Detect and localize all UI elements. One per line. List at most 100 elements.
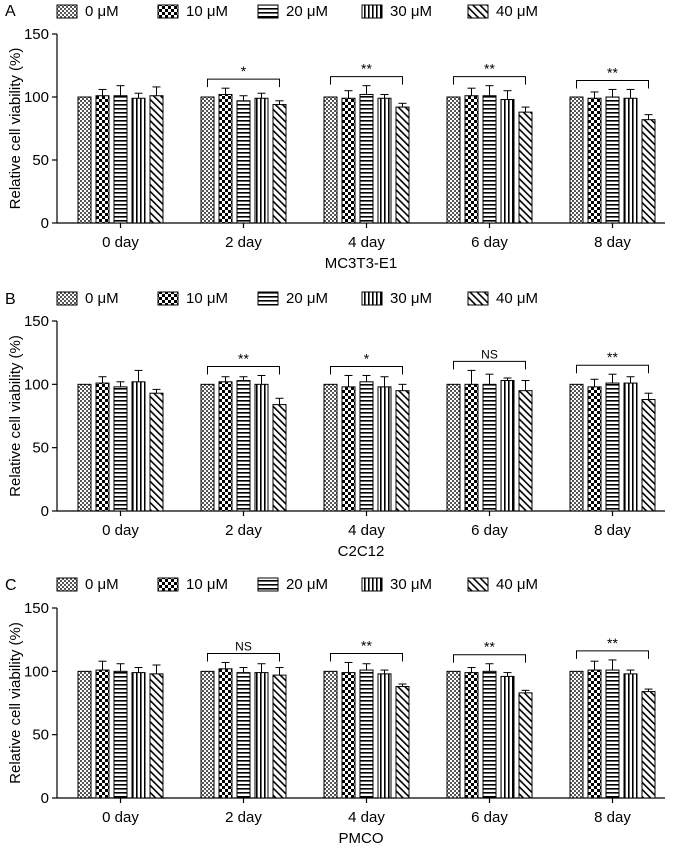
bar bbox=[218, 668, 233, 799]
bar bbox=[500, 675, 515, 799]
legend-swatch bbox=[257, 291, 279, 306]
significance-label: NS bbox=[235, 639, 252, 653]
bar bbox=[464, 95, 479, 224]
x-tick-label: 4 day bbox=[348, 809, 385, 826]
legend-label: 20 μM bbox=[286, 290, 328, 307]
bar bbox=[113, 670, 128, 799]
bar bbox=[623, 382, 638, 512]
significance-bracket bbox=[576, 650, 649, 659]
y-tick-label: 100 bbox=[24, 89, 49, 106]
bar bbox=[149, 392, 164, 512]
bar bbox=[377, 97, 392, 224]
bar bbox=[623, 97, 638, 224]
bar bbox=[218, 381, 233, 512]
bar bbox=[359, 93, 374, 224]
bar bbox=[569, 383, 584, 512]
chart-panel-b: B 0 μM 10 μM 20 μM 30 μM 40 μM 0 50 100 150Relati… bbox=[5, 290, 665, 560]
bar bbox=[605, 669, 620, 799]
bar bbox=[341, 672, 356, 799]
significance-bracket bbox=[330, 652, 403, 662]
bar bbox=[77, 383, 92, 512]
significance-label: ** bbox=[238, 350, 249, 366]
x-tick-label: 0 day bbox=[102, 809, 139, 826]
y-tick-label: 150 bbox=[24, 313, 49, 330]
significance-bracket bbox=[453, 76, 526, 85]
x-axis-label: C2C12 bbox=[338, 543, 385, 560]
x-tick-label: 8 day bbox=[594, 522, 631, 539]
bar bbox=[254, 672, 269, 799]
legend-swatch bbox=[467, 291, 489, 306]
y-tick-label: 50 bbox=[32, 440, 49, 457]
y-axis-label: Relative cell viability (%) bbox=[7, 48, 24, 210]
bar bbox=[518, 111, 533, 224]
significance-label: ** bbox=[607, 64, 618, 80]
legend-swatch bbox=[467, 4, 489, 19]
bar bbox=[446, 670, 461, 799]
legend-label: 40 μM bbox=[496, 3, 538, 20]
x-tick-label: 4 day bbox=[348, 522, 385, 539]
bar bbox=[518, 692, 533, 799]
y-axis-label: Relative cell viability (%) bbox=[7, 622, 24, 784]
bar bbox=[200, 670, 215, 799]
bar bbox=[500, 99, 515, 224]
bar bbox=[77, 670, 92, 799]
bar bbox=[605, 96, 620, 224]
bar bbox=[395, 686, 410, 799]
bar bbox=[272, 404, 287, 512]
x-tick-label: 0 day bbox=[102, 522, 139, 539]
legend-swatch bbox=[56, 4, 78, 19]
legend-label: 30 μM bbox=[390, 3, 432, 20]
bar bbox=[200, 383, 215, 512]
bar bbox=[587, 669, 602, 799]
bar bbox=[236, 100, 251, 224]
y-tick-label: 100 bbox=[24, 376, 49, 393]
x-tick-label: 2 day bbox=[225, 234, 262, 251]
bar bbox=[254, 97, 269, 224]
x-axis-label: MC3T3-E1 bbox=[325, 255, 398, 272]
legend-swatch bbox=[361, 577, 383, 592]
significance-bracket bbox=[576, 364, 649, 374]
bar bbox=[200, 96, 215, 224]
y-tick-label: 50 bbox=[32, 152, 49, 169]
y-tick-label: 0 bbox=[41, 790, 49, 807]
significance-label: * bbox=[364, 350, 370, 366]
significance-label: ** bbox=[361, 637, 372, 653]
bar bbox=[605, 382, 620, 512]
legend-label: 10 μM bbox=[186, 3, 228, 20]
panel-label: A bbox=[5, 3, 16, 20]
bar bbox=[641, 691, 656, 799]
panel-label: B bbox=[5, 291, 16, 308]
bar bbox=[377, 386, 392, 512]
significance-label: ** bbox=[607, 349, 618, 365]
legend-label: 20 μM bbox=[286, 576, 328, 593]
bar bbox=[77, 96, 92, 224]
chart-panel-a: A 0 μM 10 μM 20 μM 30 μM 40 μM 0 50 100 150Relati… bbox=[5, 3, 665, 272]
bar bbox=[446, 383, 461, 512]
legend-label: 0 μM bbox=[85, 576, 119, 593]
bar bbox=[95, 669, 110, 799]
x-tick-label: 8 day bbox=[594, 234, 631, 251]
x-tick-label: 6 day bbox=[471, 809, 508, 826]
legend-swatch bbox=[361, 4, 383, 19]
bar bbox=[482, 95, 497, 224]
x-tick-label: 6 day bbox=[471, 234, 508, 251]
bar bbox=[587, 386, 602, 512]
bar bbox=[359, 669, 374, 799]
bar bbox=[131, 97, 146, 224]
y-tick-label: 150 bbox=[24, 600, 49, 617]
significance-label: NS bbox=[481, 347, 498, 361]
bar bbox=[149, 95, 164, 224]
legend-label: 30 μM bbox=[390, 290, 432, 307]
bar bbox=[323, 383, 338, 512]
y-tick-label: 150 bbox=[24, 26, 49, 43]
significance-label: ** bbox=[361, 61, 372, 77]
legend-label: 10 μM bbox=[186, 576, 228, 593]
bar bbox=[569, 670, 584, 799]
bar bbox=[377, 673, 392, 799]
x-tick-label: 8 day bbox=[594, 809, 631, 826]
bar bbox=[254, 383, 269, 512]
x-tick-label: 6 day bbox=[471, 522, 508, 539]
bar bbox=[359, 381, 374, 512]
legend-label: 40 μM bbox=[496, 290, 538, 307]
